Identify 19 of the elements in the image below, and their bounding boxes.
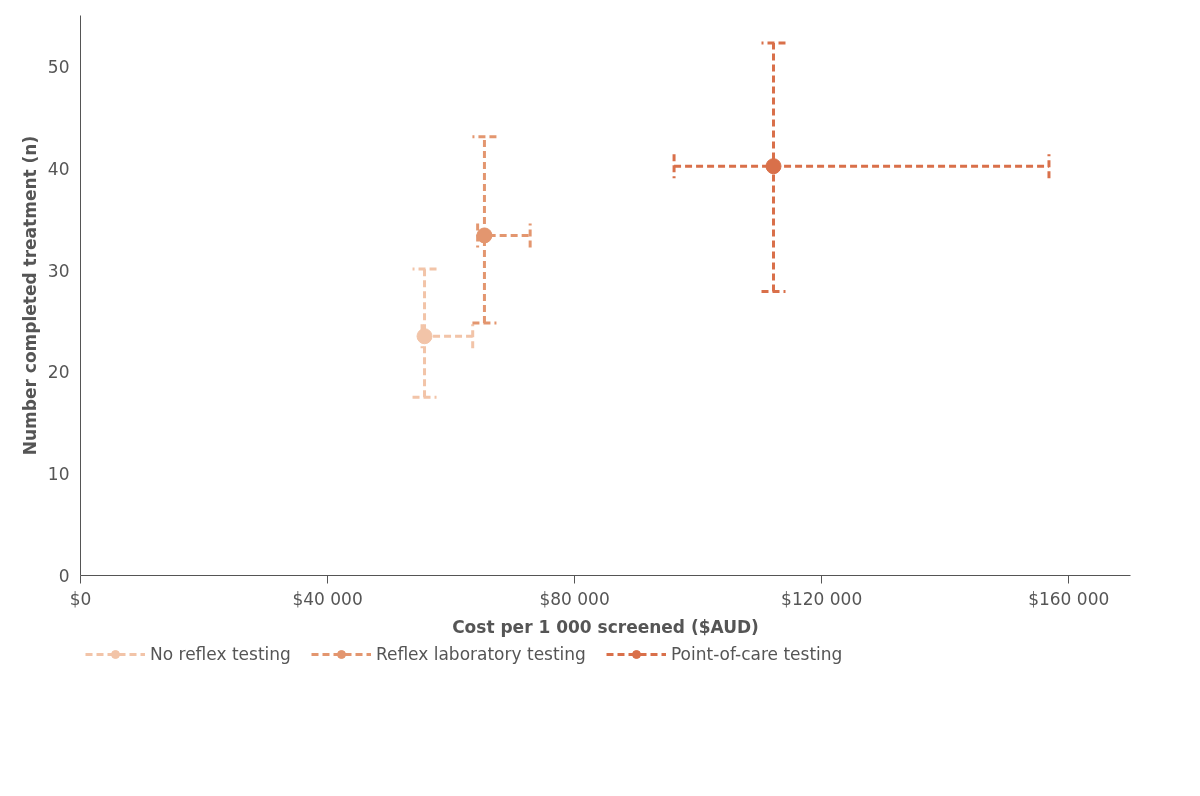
point [765, 158, 782, 175]
legend-label: Reflex laboratory testing [375, 644, 586, 664]
point [416, 328, 433, 345]
y-tick-label: 0 [58, 566, 70, 586]
x-axis-title: Cost per 1 000 screened ($AUD) [452, 616, 759, 637]
y-tick-label: 10 [47, 464, 70, 485]
x-tick-label: $120 000 [781, 588, 863, 609]
x-tick-label: $0 [69, 588, 92, 609]
x-tick-label: $40 000 [292, 588, 363, 609]
point [476, 227, 493, 244]
y-tick-label: 40 [47, 158, 70, 179]
y-tick-label: 30 [47, 260, 70, 281]
y-tick-label: 50 [47, 56, 70, 77]
y-tick-label: 20 [47, 362, 70, 383]
x-tick-label: $80 000 [539, 588, 610, 609]
legend-label: Point-of-care testing [670, 644, 843, 664]
y-axis-title: Number completed treatment (n) [19, 135, 40, 456]
legend-label: No reflex testing [150, 644, 291, 664]
x-tick-label: $160 000 [1028, 588, 1110, 609]
